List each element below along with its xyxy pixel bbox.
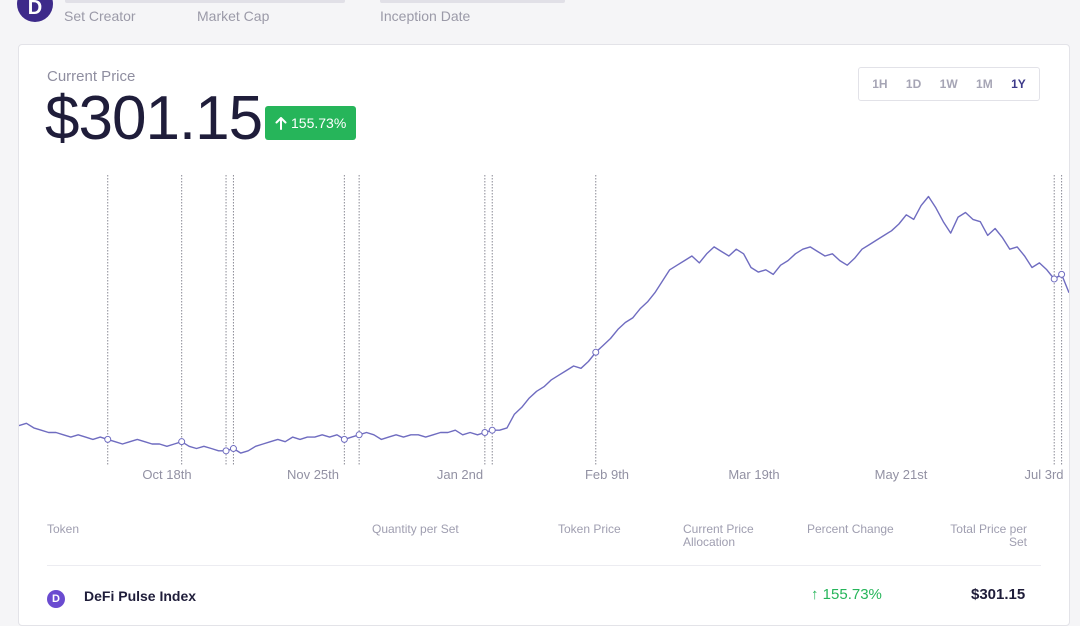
table-divider bbox=[47, 565, 1041, 566]
inception-date-label: Inception Date bbox=[380, 8, 471, 24]
event-marker-dot[interactable] bbox=[1058, 270, 1066, 278]
col-percent-change-header: Percent Change bbox=[807, 522, 894, 536]
token-total-price: $301.15 bbox=[971, 586, 1026, 603]
set-header: D Set Creator Market Cap Inception Date bbox=[0, 0, 1080, 40]
set-logo-icon: D bbox=[17, 0, 53, 22]
col-token-header: Token bbox=[47, 522, 80, 536]
x-tick-label: Jul 3rd bbox=[1024, 467, 1063, 482]
range-1h-button[interactable]: 1H bbox=[872, 77, 888, 91]
price-card: Current Price $301.15 155.73% 1H 1D 1W 1… bbox=[18, 44, 1070, 626]
market-cap-label: Market Cap bbox=[197, 8, 270, 24]
event-marker-dot[interactable] bbox=[481, 429, 489, 436]
col-allocation-header: Current Price Allocation bbox=[683, 522, 754, 549]
set-creator-label: Set Creator bbox=[64, 8, 136, 24]
event-marker-dot[interactable] bbox=[488, 426, 496, 434]
meta-values-blurred bbox=[65, 0, 345, 3]
col-quantity-header: Quantity per Set bbox=[372, 522, 459, 536]
current-price-label: Current Price bbox=[47, 68, 136, 85]
price-chart[interactable]: Oct 18th Nov 25th Jan 2nd Feb 9th Mar 19th Ma… bbox=[19, 45, 1069, 495]
price-line bbox=[19, 195, 1069, 454]
x-tick-label: Feb 9th bbox=[585, 467, 629, 482]
event-marker-dot[interactable] bbox=[229, 445, 237, 453]
current-price-value: $301.15 bbox=[45, 84, 263, 153]
price-change-value: 155.73% bbox=[291, 115, 347, 131]
event-dots bbox=[104, 270, 1066, 455]
token-name[interactable]: DeFi Pulse Index bbox=[84, 588, 197, 604]
time-range-selector: 1H 1D 1W 1M 1Y bbox=[858, 67, 1040, 101]
token-percent-change: ↑ 155.73% bbox=[811, 586, 882, 603]
range-1w-button[interactable]: 1W bbox=[939, 77, 958, 91]
x-tick-label: Jan 2nd bbox=[437, 467, 483, 482]
col-total-price-header: Total Price per Set bbox=[950, 522, 1027, 549]
event-marker-dot[interactable] bbox=[592, 348, 600, 356]
x-tick-label: May 21st bbox=[875, 467, 928, 482]
range-1m-button[interactable]: 1M bbox=[976, 77, 993, 91]
event-marker-dot[interactable] bbox=[340, 435, 348, 443]
arrow-up-icon bbox=[275, 116, 287, 130]
event-markers bbox=[107, 175, 1063, 465]
range-1y-button[interactable]: 1Y bbox=[1011, 77, 1026, 91]
col-token-price-header: Token Price bbox=[558, 522, 621, 536]
defi-pulse-token-icon: D bbox=[47, 590, 65, 608]
x-tick-label: Mar 19th bbox=[728, 467, 779, 482]
range-1d-button[interactable]: 1D bbox=[905, 77, 922, 91]
meta-inception-blurred bbox=[380, 0, 565, 3]
event-marker-dot[interactable] bbox=[1050, 275, 1058, 283]
price-change-badge: 155.73% bbox=[265, 106, 357, 140]
event-marker-dot[interactable] bbox=[178, 438, 186, 446]
event-marker-dot[interactable] bbox=[222, 447, 230, 455]
x-tick-label: Nov 25th bbox=[287, 467, 339, 482]
x-axis-ticks: Oct 18th Nov 25th Jan 2nd Feb 9th Mar 19th Ma… bbox=[142, 467, 1063, 482]
x-tick-label: Oct 18th bbox=[142, 467, 191, 482]
arrow-up-icon: ↑ bbox=[811, 586, 819, 603]
event-marker-dot[interactable] bbox=[355, 431, 363, 439]
event-marker-dot[interactable] bbox=[104, 435, 112, 443]
